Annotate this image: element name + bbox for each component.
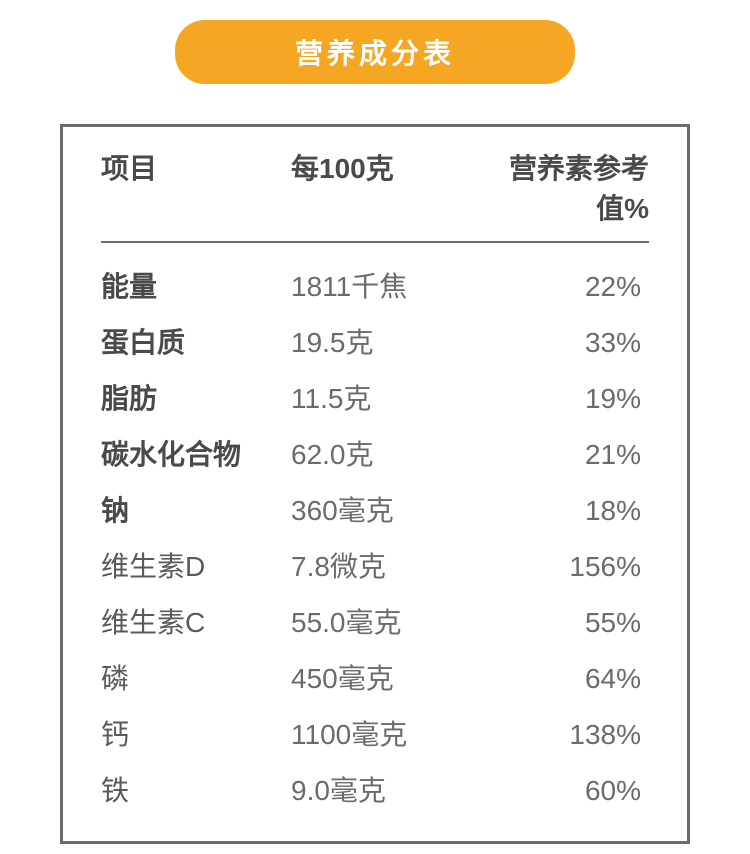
cell-amount: 11.5克	[291, 377, 471, 417]
cell-name: 能量	[101, 265, 291, 305]
table-row: 维生素C55.0毫克55%	[101, 593, 649, 649]
table-row: 磷450毫克64%	[101, 649, 649, 705]
cell-name: 碳水化合物	[101, 433, 291, 473]
table-header-row: 项目 每100克 营养素参考值%	[101, 147, 649, 243]
cell-amount: 7.8微克	[291, 545, 471, 585]
table-row: 钠360毫克18%	[101, 481, 649, 537]
header-nrv: 营养素参考值%	[471, 147, 649, 227]
cell-nrv: 64%	[471, 663, 649, 695]
cell-nrv: 156%	[471, 551, 649, 583]
cell-nrv: 18%	[471, 495, 649, 527]
cell-amount: 1811千焦	[291, 265, 471, 305]
cell-name: 钙	[101, 713, 291, 753]
cell-name: 钠	[101, 489, 291, 529]
cell-nrv: 55%	[471, 607, 649, 639]
table-row: 铁9.0毫克60%	[101, 761, 649, 817]
cell-name: 铁	[101, 769, 291, 809]
cell-nrv: 60%	[471, 775, 649, 807]
cell-nrv: 138%	[471, 719, 649, 751]
cell-name: 维生素D	[101, 545, 291, 585]
cell-name: 维生素C	[101, 601, 291, 641]
title-badge: 营养成分表	[175, 20, 575, 84]
nutrition-table: 项目 每100克 营养素参考值% 能量1811千焦22%蛋白质19.5克33%脂…	[60, 124, 690, 844]
cell-nrv: 19%	[471, 383, 649, 415]
cell-nrv: 33%	[471, 327, 649, 359]
table-row: 碳水化合物62.0克21%	[101, 425, 649, 481]
cell-amount: 450毫克	[291, 657, 471, 697]
cell-amount: 55.0毫克	[291, 601, 471, 641]
cell-name: 脂肪	[101, 377, 291, 417]
cell-nrv: 21%	[471, 439, 649, 471]
table-row: 脂肪11.5克19%	[101, 369, 649, 425]
cell-amount: 9.0毫克	[291, 769, 471, 809]
header-name: 项目	[101, 147, 291, 227]
cell-amount: 360毫克	[291, 489, 471, 529]
cell-nrv: 22%	[471, 271, 649, 303]
table-row: 维生素D7.8微克156%	[101, 537, 649, 593]
table-body: 能量1811千焦22%蛋白质19.5克33%脂肪11.5克19%碳水化合物62.…	[101, 243, 649, 817]
cell-amount: 62.0克	[291, 433, 471, 473]
table-row: 蛋白质19.5克33%	[101, 313, 649, 369]
cell-amount: 19.5克	[291, 321, 471, 361]
cell-name: 蛋白质	[101, 321, 291, 361]
header-amount: 每100克	[291, 147, 471, 227]
table-row: 钙1100毫克138%	[101, 705, 649, 761]
table-row: 能量1811千焦22%	[101, 257, 649, 313]
cell-amount: 1100毫克	[291, 713, 471, 753]
cell-name: 磷	[101, 657, 291, 697]
